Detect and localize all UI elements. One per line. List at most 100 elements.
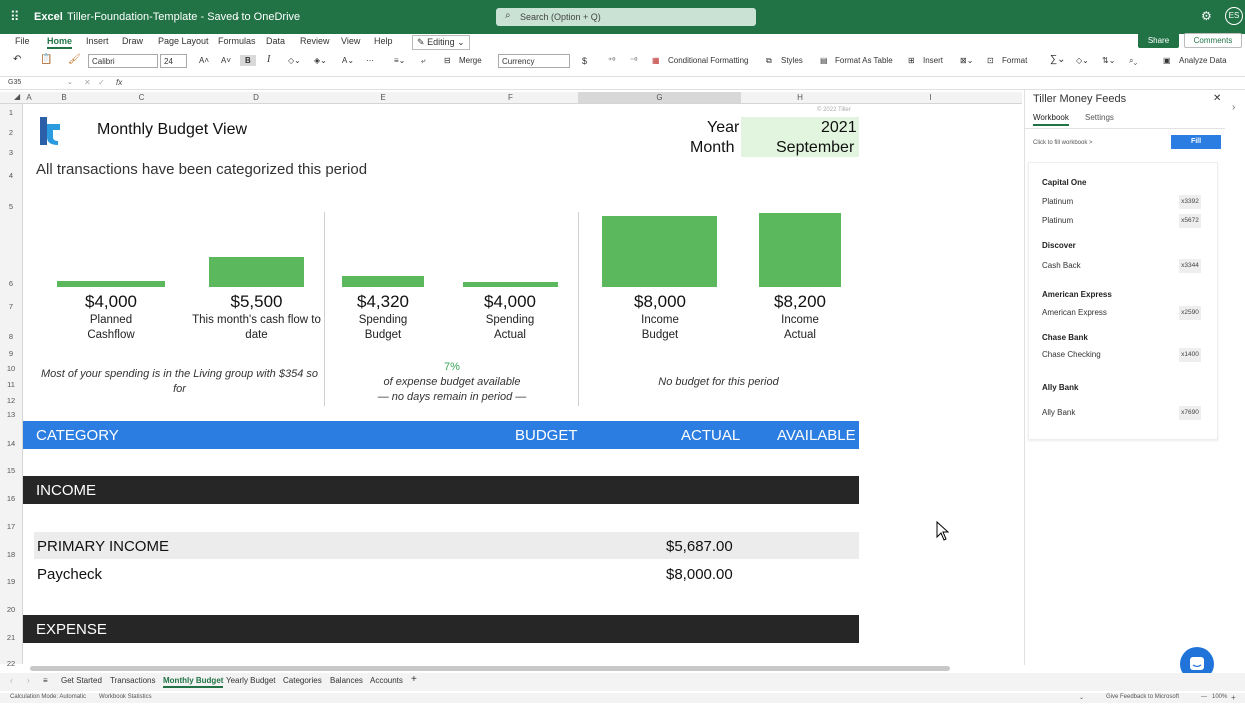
row-header[interactable]: 12 [6,396,16,405]
row-header[interactable]: 9 [8,349,14,358]
format-as-table-button[interactable]: Format As Table [835,56,893,65]
undo-icon[interactable]: ↶ [13,54,22,65]
font-family-select[interactable]: Calibri [88,54,158,68]
account-name[interactable]: Platinum [1042,216,1074,225]
tab-scroll-left-icon[interactable]: ‹ [10,676,13,685]
wrap-icon[interactable]: ⤶ [421,56,426,65]
account-name[interactable]: Cash Back [1042,261,1081,270]
decrease-decimal-icon[interactable]: ⁻⁰ [630,56,638,65]
zoom-in-icon[interactable]: + [1231,693,1236,702]
chevron-down-icon[interactable]: ⌄ [67,79,73,86]
all-sheets-icon[interactable]: ≡ [43,676,48,685]
year-value[interactable]: 2021 [821,119,857,136]
select-all-icon[interactable]: ◢ [14,92,21,101]
highlight-icon[interactable]: ◈⌄ [314,56,327,65]
column-header[interactable]: D [253,93,259,102]
tab-scroll-right-icon[interactable]: › [27,676,30,685]
tab-review[interactable]: Review [300,36,330,46]
tab-page-layout[interactable]: Page Layout [158,36,209,46]
tab-help[interactable]: Help [374,36,393,46]
sheet-tab[interactable]: Balances [330,676,363,685]
row-header[interactable]: 10 [6,364,16,373]
align-icon[interactable]: ≡⌄ [394,56,406,65]
comments-button[interactable]: Comments [1184,33,1242,48]
row-header[interactable]: 4 [8,171,14,180]
column-header[interactable]: B [61,93,67,102]
account-name[interactable]: American Express [1042,308,1107,317]
share-button[interactable]: Share [1138,33,1179,48]
tab-view[interactable]: View [341,36,361,46]
chevron-down-icon[interactable]: ⌄ [1079,695,1085,701]
table-row[interactable]: PRIMARY INCOME $5,687.00 [34,532,859,559]
row-header[interactable]: 14 [6,439,16,448]
delete-cells-icon[interactable]: ⊠⌄ [960,56,974,65]
tab-insert[interactable]: Insert [86,36,109,46]
more-icon[interactable]: ⋯ [366,56,374,65]
row-header[interactable]: 18 [6,550,16,559]
tab-draw[interactable]: Draw [122,36,144,46]
column-header[interactable]: C [138,93,145,102]
sheet-tab-active[interactable]: Monthly Budget [163,676,224,688]
row-header[interactable]: 20 [6,605,16,614]
zoom-level[interactable]: 100% [1212,694,1228,700]
italic-button[interactable]: I [267,54,271,65]
row-header[interactable]: 17 [6,522,16,531]
fill-button[interactable]: Fill [1171,135,1221,149]
row-header[interactable]: 6 [8,279,14,288]
editing-mode-button[interactable]: ✎ Editing ⌄ [412,35,470,50]
merge-icon[interactable]: ⊟ [444,56,451,65]
tab-formulas[interactable]: Formulas [218,36,256,46]
close-icon[interactable]: ✕ [1213,93,1222,104]
period-input-cell[interactable] [741,117,859,157]
fx-icon[interactable]: fx [116,78,123,87]
account-name[interactable]: Chase Checking [1042,350,1101,359]
search-input[interactable]: ⌕ Search (Option + Q) [496,8,756,26]
number-format-select[interactable]: Currency [498,54,570,68]
clear-icon[interactable]: ◇⌄ [1076,56,1089,65]
sheet-tab[interactable]: Accounts [370,676,403,685]
column-header[interactable]: H [797,93,803,102]
row-header[interactable]: 2 [8,128,14,137]
horizontal-scrollbar[interactable] [30,666,950,671]
month-value[interactable]: September [776,139,855,156]
autosum-icon[interactable]: ∑⌄ [1050,54,1066,65]
chevron-right-icon[interactable]: › [1232,102,1236,113]
tab-settings[interactable]: Settings [1085,113,1114,122]
add-sheet-icon[interactable]: + [411,674,417,685]
sheet-tab[interactable]: Transactions [110,676,156,685]
calc-mode[interactable]: Calculation Mode: Automatic [10,694,87,700]
row-header[interactable]: 22 [6,659,16,668]
account-name[interactable]: Platinum [1042,197,1074,206]
font-size-select[interactable]: 24 [160,54,187,68]
tab-workbook[interactable]: Workbook [1033,113,1069,126]
row-header[interactable]: 7 [8,302,14,311]
merge-button[interactable]: Merge [459,56,482,65]
increase-font-icon[interactable]: A˄ [199,56,210,65]
feedback-link[interactable]: Give Feedback to Microsoft [1106,694,1180,700]
bold-button[interactable]: B [240,55,256,66]
row-header[interactable]: 13 [6,410,16,419]
avatar[interactable]: ES [1225,7,1243,25]
gear-icon[interactable]: ⚙ [1201,9,1212,23]
chevron-down-icon[interactable]: ⌄ [234,12,241,21]
format-painter-icon[interactable]: 🖌 [68,54,81,65]
sheet-tab[interactable]: Yearly Budget [226,676,276,685]
workbook-statistics[interactable]: Workbook Statistics [99,694,152,700]
sheet-tab[interactable]: Categories [283,676,322,685]
find-icon[interactable]: ⌕⌄ [1129,56,1138,65]
formula-input[interactable] [128,78,1238,89]
styles-button[interactable]: Styles [781,56,803,65]
app-name[interactable]: Excel [34,11,63,23]
sheet-tab[interactable]: Get Started [61,676,102,685]
row-header[interactable]: 16 [6,494,16,503]
column-header[interactable]: A [26,93,32,102]
name-box[interactable]: G35 [8,79,22,86]
column-header[interactable]: I [929,93,932,102]
increase-decimal-icon[interactable]: ⁺⁰ [608,56,616,65]
analyze-data-button[interactable]: Analyze Data [1179,56,1227,65]
row-header[interactable]: 3 [8,148,14,157]
row-header[interactable]: 1 [8,108,14,117]
document-title[interactable]: Tiller-Foundation-Template - Saved to On… [67,11,301,23]
table-row[interactable]: Paycheck $8,000.00 [34,560,859,587]
column-header[interactable]: F [508,93,513,102]
